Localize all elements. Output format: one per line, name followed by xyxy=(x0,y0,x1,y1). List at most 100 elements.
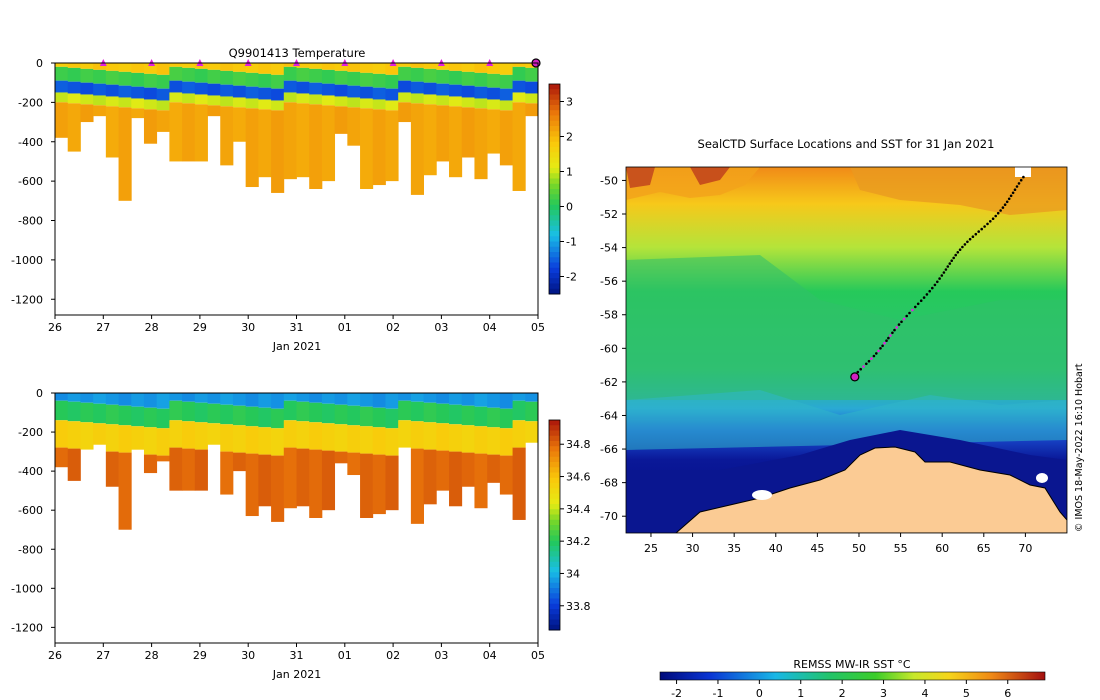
profile-cell xyxy=(194,68,208,83)
colorbar-segment xyxy=(549,288,560,295)
profile-cell xyxy=(474,108,488,180)
track-point xyxy=(952,256,955,260)
lon-tick-label: 45 xyxy=(810,542,824,555)
profile-cell xyxy=(423,449,437,505)
profile-cell xyxy=(398,66,412,81)
profile-cell xyxy=(360,406,374,427)
profile-cell xyxy=(309,449,323,518)
track-point xyxy=(948,262,952,265)
colorbar-segment xyxy=(549,477,560,484)
y-tick-label: 0 xyxy=(36,57,43,70)
profile-cell xyxy=(512,80,526,93)
track-point xyxy=(944,268,948,271)
profile-cell xyxy=(118,393,132,406)
profile-cell xyxy=(182,103,196,162)
profile-cell xyxy=(143,393,158,408)
profile-cell xyxy=(347,71,361,86)
track-point xyxy=(859,367,862,371)
profile-cell xyxy=(156,88,170,101)
profile-cell xyxy=(207,83,221,96)
track-point xyxy=(914,305,917,309)
track-point xyxy=(865,362,868,366)
colorbar-tick-label: -2 xyxy=(566,271,577,284)
profile-cell xyxy=(67,393,81,402)
y-tick-label: -1000 xyxy=(11,582,43,595)
profile-cell xyxy=(423,393,437,403)
lat-tick-label: -66 xyxy=(600,443,618,456)
colorbar-segment xyxy=(549,220,560,227)
track-point xyxy=(933,283,937,287)
profile-cell xyxy=(499,408,513,429)
profile-cell xyxy=(309,104,323,189)
lat-tick-label: -62 xyxy=(600,376,618,389)
colorbar-segment xyxy=(549,236,560,242)
sst-colorbar-tick-label: -1 xyxy=(712,687,723,700)
y-tick-label: -600 xyxy=(18,504,43,517)
temperature-y-axis: 0 -200 -400 -600 -800 -1000 -1200 xyxy=(11,57,55,306)
colorbar-segment xyxy=(549,488,560,494)
profile-cell xyxy=(182,393,196,402)
profile-cell xyxy=(436,423,450,451)
warm-patch-west xyxy=(626,167,760,200)
profile-cell xyxy=(410,448,424,524)
profile-cell xyxy=(232,405,247,426)
track-point xyxy=(991,217,995,220)
profile-cell xyxy=(169,420,183,448)
colorbar-segment xyxy=(549,525,560,531)
lat-tick-label: -68 xyxy=(600,477,618,490)
track-point xyxy=(938,277,941,280)
profile-cell xyxy=(512,420,526,448)
profile-cell xyxy=(258,87,272,100)
x-tick-label: 05 xyxy=(531,321,545,334)
profile-cell xyxy=(334,63,348,71)
profile-cell xyxy=(423,68,437,83)
track-point xyxy=(966,240,969,244)
profile-cell xyxy=(487,454,501,483)
colorbar-segment xyxy=(549,126,560,132)
profile-cell xyxy=(461,71,475,86)
colorbar-segment xyxy=(549,593,560,599)
profile-cell xyxy=(232,393,247,406)
profile-cell xyxy=(372,63,386,74)
track-point xyxy=(963,243,967,246)
track-point xyxy=(977,230,980,233)
lat-tick-label: -52 xyxy=(600,208,618,221)
profile-cell xyxy=(499,88,513,101)
profile-cell xyxy=(182,421,196,449)
colorbar-segment xyxy=(549,204,560,211)
profile-cell xyxy=(271,88,285,101)
x-tick-label: 02 xyxy=(386,321,400,334)
profile-cell xyxy=(461,393,475,406)
profile-cell xyxy=(118,452,132,530)
profile-cell xyxy=(360,98,374,109)
profile-cell xyxy=(220,424,234,452)
sst-colorbar-tick-label: 0 xyxy=(756,687,763,700)
lat-tick-label: -50 xyxy=(600,174,618,187)
x-tick-label: 03 xyxy=(434,649,448,662)
profile-cell xyxy=(232,425,247,453)
colorbar-tick-label: 34.4 xyxy=(566,503,591,516)
x-tick-label: 30 xyxy=(241,321,255,334)
profile-cell xyxy=(309,422,323,450)
profile-cell xyxy=(207,393,221,404)
x-tick-label: 30 xyxy=(241,649,255,662)
y-tick-label: -800 xyxy=(18,543,43,556)
profile-cell xyxy=(131,426,145,450)
profile-cell xyxy=(487,109,501,154)
profile-cell xyxy=(131,86,145,99)
profile-cell xyxy=(410,421,424,449)
lon-tick-label: 25 xyxy=(644,542,658,555)
track-point xyxy=(986,222,989,226)
track-point xyxy=(902,317,906,321)
colorbar-segment xyxy=(549,614,560,620)
colorbar-segment xyxy=(549,267,560,274)
profile-cell xyxy=(347,393,361,406)
profile-cell xyxy=(271,100,285,111)
profile-cell xyxy=(283,393,297,401)
profile-cell xyxy=(423,94,437,105)
profile-cell xyxy=(156,408,170,429)
colorbar-segment xyxy=(549,577,560,584)
lon-tick-label: 35 xyxy=(727,542,741,555)
profile-cell xyxy=(347,63,361,72)
x-tick-label: 01 xyxy=(338,649,352,662)
